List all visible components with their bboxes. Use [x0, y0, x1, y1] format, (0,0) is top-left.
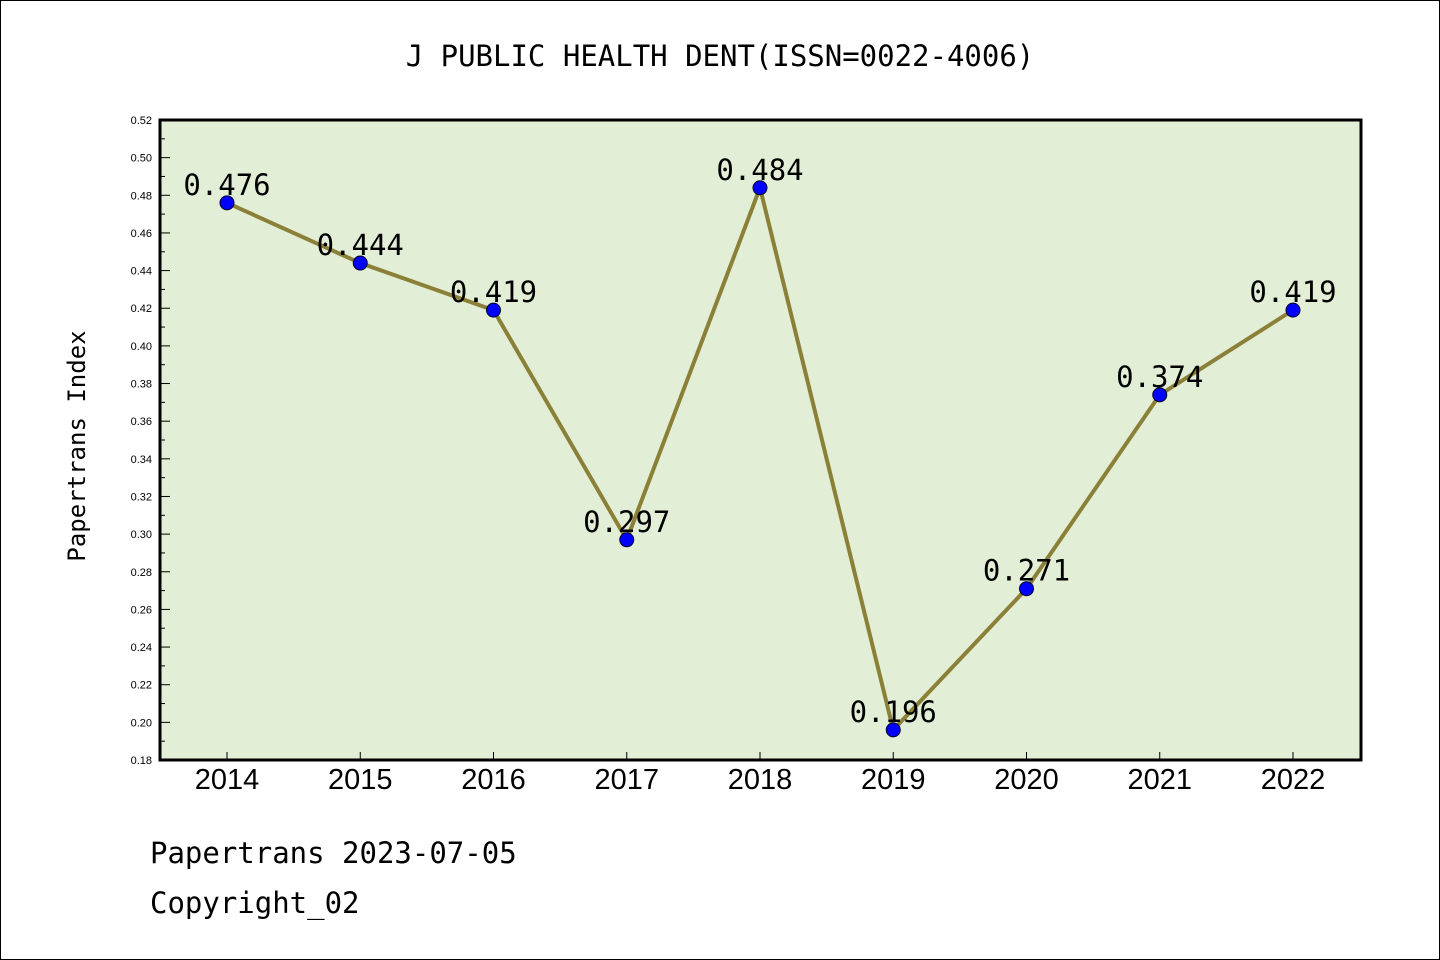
data-point-2020 — [1019, 581, 1034, 597]
data-point-2021 — [1152, 387, 1168, 403]
footer-date: Papertrans 2023-07-05 — [150, 836, 517, 870]
data-point-2018 — [752, 180, 768, 196]
marker-layer — [219, 180, 1301, 738]
x-tick-label: 2019 — [861, 764, 926, 796]
y-tick-label: 0.22 — [131, 680, 152, 692]
y-tick-label: 0.52 — [131, 115, 152, 127]
data-point-2019 — [885, 722, 901, 738]
footer-copyright: Copyright_02 — [150, 886, 360, 920]
chart-title: J PUBLIC HEALTH DENT(ISSN=0022-4006) — [406, 39, 1035, 73]
data-point-2014 — [219, 195, 235, 211]
y-tick-label: 0.18 — [131, 755, 152, 767]
y-tick-label: 0.40 — [131, 341, 152, 353]
data-label-2017: 0.297 — [583, 505, 670, 539]
x-tick-label: 2020 — [994, 764, 1059, 796]
data-label-2015: 0.444 — [317, 228, 404, 262]
data-label-2018: 0.484 — [716, 153, 803, 187]
data-label-layer: 0.476 0.444 0.419 0.297 0.484 0.196 0.271 0.374… — [183, 153, 1336, 729]
y-axis: 0.18 0.20 0.22 0.24 0.26 0.28 0.30 0.32 0.34 0.36… — [131, 115, 170, 767]
x-axis: 2014 2015 2016 2017 2018 2019 2020 2021 2022 — [195, 752, 1326, 796]
data-label-2016: 0.419 — [450, 275, 537, 309]
x-tick-label: 2014 — [195, 764, 260, 796]
data-point-2015 — [352, 255, 368, 271]
y-tick-label: 0.26 — [131, 604, 152, 616]
data-label-2021: 0.374 — [1116, 360, 1203, 394]
y-tick-label: 0.36 — [131, 416, 152, 428]
y-tick-label: 0.20 — [131, 717, 152, 729]
x-tick-label: 2015 — [328, 764, 393, 796]
y-tick-label: 0.48 — [131, 190, 152, 202]
data-point-2016 — [486, 302, 501, 318]
x-tick-label: 2022 — [1261, 764, 1326, 796]
data-label-2022: 0.419 — [1249, 275, 1336, 309]
y-tick-label: 0.30 — [131, 529, 152, 541]
y-tick-label: 0.44 — [131, 266, 152, 278]
x-tick-label: 2021 — [1127, 764, 1192, 796]
y-tick-label: 0.46 — [131, 228, 152, 240]
y-tick-label: 0.42 — [131, 303, 152, 315]
x-tick-label: 2017 — [594, 764, 659, 796]
y-tick-label: 0.50 — [131, 153, 152, 165]
x-tick-label: 2018 — [728, 764, 793, 796]
data-point-2017 — [619, 532, 635, 548]
x-tick-label: 2016 — [461, 764, 526, 796]
y-tick-label: 0.32 — [131, 491, 152, 503]
y-axis-label: Papertrans Index — [63, 330, 91, 561]
plot-area — [158, 118, 1363, 762]
y-tick-label: 0.28 — [131, 567, 152, 579]
data-point-2022 — [1285, 302, 1301, 318]
y-tick-label: 0.38 — [131, 379, 152, 391]
data-label-2014: 0.476 — [183, 168, 270, 202]
data-label-2020: 0.271 — [983, 554, 1070, 588]
data-label-2019: 0.196 — [850, 695, 937, 729]
y-tick-label: 0.24 — [131, 642, 152, 654]
y-tick-label: 0.34 — [131, 454, 152, 466]
